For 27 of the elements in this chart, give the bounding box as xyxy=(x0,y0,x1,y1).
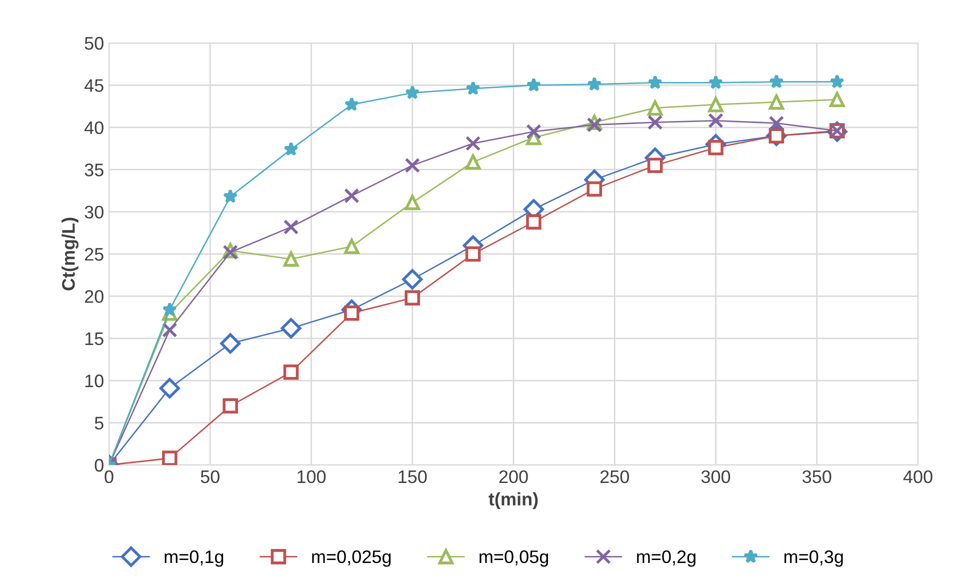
x-tick-label: 250 xyxy=(600,470,629,484)
legend-label: m=0,1g xyxy=(164,550,224,567)
y-tick-label: 40 xyxy=(84,121,104,134)
y-tick-label: 50 xyxy=(84,36,104,50)
y-tick-label: 0 xyxy=(94,458,104,472)
x-tick-label: 50 xyxy=(200,470,220,484)
legend-label: m=0,3g xyxy=(784,550,843,567)
y-tick-label: 15 xyxy=(85,332,104,346)
x-tick-label: 100 xyxy=(298,470,326,484)
x-axis-title: t(min) xyxy=(488,492,538,510)
x-tick-label: 200 xyxy=(499,470,528,484)
x-tick-label: 400 xyxy=(903,470,932,484)
y-tick-label: 45 xyxy=(84,79,104,92)
y-tick-label: 5 xyxy=(94,416,104,430)
x-tick-label: 300 xyxy=(701,470,730,484)
y-axis-title: Ct(mg/L) xyxy=(62,218,78,290)
y-tick-label: 30 xyxy=(84,206,104,219)
y-tick-label: 35 xyxy=(84,164,104,176)
x-tick-label: 150 xyxy=(398,470,427,484)
y-tick-label: 10 xyxy=(85,374,104,388)
legend-label: m=0,2g xyxy=(637,550,696,567)
x-tick-label: 350 xyxy=(802,470,832,484)
x-tick-label: 0 xyxy=(104,470,114,484)
legend-label: m=0,025g xyxy=(312,550,391,567)
legend-label: m=0,05g xyxy=(480,550,548,567)
y-tick-label: 25 xyxy=(84,248,104,261)
y-tick-label: 20 xyxy=(84,290,104,303)
